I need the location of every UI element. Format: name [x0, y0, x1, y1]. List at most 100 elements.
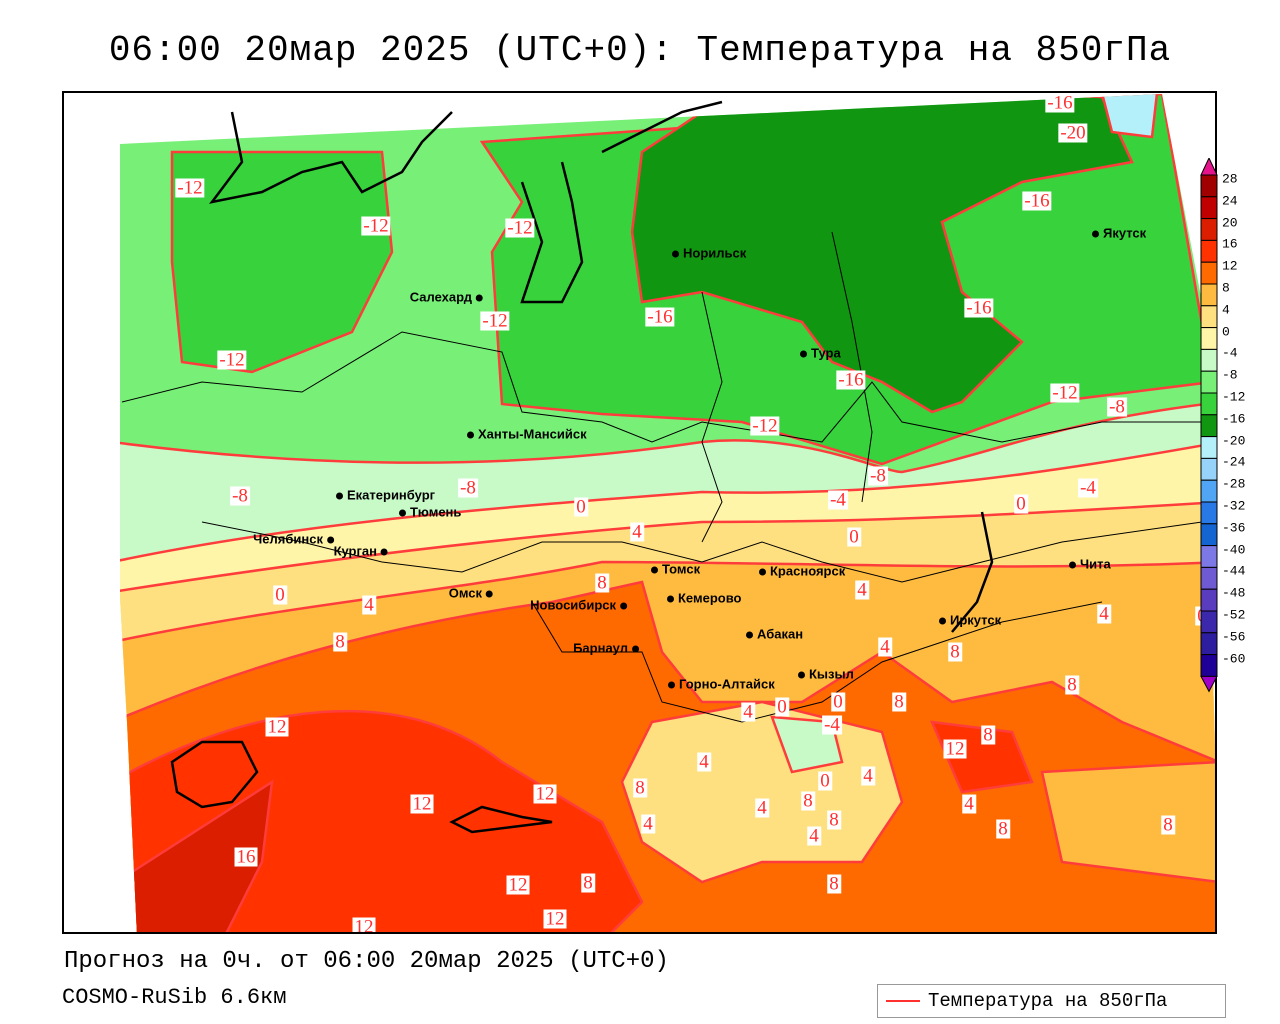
- contour-label: 12: [352, 917, 376, 932]
- colorbar-segment: [1200, 610, 1218, 634]
- contour-label: -8: [1107, 396, 1127, 418]
- city-name: Барнаул: [573, 640, 628, 656]
- contour-label: 0: [775, 696, 789, 718]
- band-minus16-minus12-west: [170, 150, 394, 374]
- city-name: Чита: [1080, 556, 1111, 572]
- city-dot-icon: [399, 509, 406, 517]
- city-marker: Тура: [800, 346, 841, 361]
- lake-baikal: [951, 511, 994, 633]
- city-name: Норильск: [683, 245, 747, 261]
- city-name: Челябинск: [253, 531, 323, 547]
- city-name: Тюмень: [410, 504, 462, 520]
- map-title: 06:00 20мар 2025 (UTC+0): Температура на…: [108, 30, 1172, 71]
- city-dot-icon: [467, 431, 474, 439]
- city-dot-icon: [620, 602, 627, 610]
- colorbar-segment: [1200, 370, 1218, 394]
- contour-label: -12: [480, 310, 510, 332]
- city-name: Красноярск: [770, 563, 846, 579]
- contour-label: 12: [506, 874, 530, 896]
- city-dot-icon: [672, 250, 679, 258]
- city-name: Новосибирск: [530, 597, 616, 613]
- colorbar-segment: [1200, 545, 1218, 568]
- colorbar-tick-label: 8: [1222, 280, 1230, 296]
- city-name: Якутск: [1103, 225, 1147, 241]
- city-dot-icon: [632, 645, 639, 653]
- contour-label: 4: [630, 521, 644, 543]
- forecast-info: Прогноз на 0ч. от 06:00 20мар 2025 (UTC+…: [64, 948, 669, 975]
- city-marker: Челябинск: [253, 532, 338, 547]
- contour-label: 4: [962, 793, 976, 815]
- city-dot-icon: [327, 536, 334, 544]
- city-name: Курган: [333, 543, 377, 559]
- coastlines: [170, 100, 994, 834]
- contour-label: 8: [827, 809, 841, 831]
- contour-label: 4: [807, 825, 821, 847]
- contour-label: 12: [533, 783, 557, 805]
- colorbar-tick-label: -16: [1222, 411, 1246, 427]
- colorbar-segment: [1200, 479, 1218, 503]
- contour-label: 4: [755, 797, 769, 819]
- city-dot-icon: [381, 548, 388, 556]
- legend-box: Температура на 850гПа: [877, 984, 1226, 1018]
- city-marker: Тюмень: [399, 505, 461, 520]
- contour-label: 8: [981, 724, 995, 746]
- contour-label: -16: [1022, 190, 1052, 212]
- contour-label: -12: [175, 177, 205, 199]
- contour-label: 0: [574, 496, 588, 518]
- contour-label: 8: [333, 631, 347, 653]
- contour-label: 12: [410, 793, 434, 815]
- city-marker: Екатеринбург: [336, 488, 435, 503]
- contour-label: -12: [505, 217, 535, 239]
- contour-label: -16: [645, 306, 675, 328]
- colorbar-segment: [1200, 523, 1218, 547]
- city-dot-icon: [939, 617, 946, 625]
- city-name: Салехард: [409, 289, 472, 305]
- contour-label: -4: [1078, 477, 1098, 499]
- temperature-map[interactable]: -16 -20 -16 -12 -12 -12 -12 -16 -16 -16 -12 -12 -8 -1…: [62, 91, 1217, 934]
- city-marker: Салехард: [410, 290, 487, 305]
- band-0-4-southeast: [620, 700, 904, 884]
- contour-label: 8: [595, 572, 609, 594]
- colorbar-segment: [1200, 392, 1218, 416]
- city-marker: Якутск: [1092, 226, 1146, 241]
- city-name: Иркутск: [950, 612, 1002, 628]
- temperature-field: [120, 94, 1215, 932]
- city-dot-icon: [800, 350, 807, 358]
- city-dot-icon: [336, 492, 343, 500]
- colorbar-under-triangle: [1200, 675, 1218, 693]
- colorbar-tick-label: 12: [1222, 258, 1238, 274]
- city-marker: Чита: [1069, 557, 1111, 572]
- contour-label: 0: [831, 691, 845, 713]
- contour-label: -4: [828, 489, 848, 511]
- contour-label: 8: [948, 641, 962, 663]
- city-dot-icon: [668, 681, 675, 689]
- contour-label: -12: [1050, 382, 1080, 404]
- contour-label: 4: [855, 579, 869, 601]
- contour-label: 4: [1097, 603, 1111, 625]
- contour-label: -16: [964, 297, 994, 319]
- contour-label: -16: [1045, 92, 1075, 114]
- colorbar-segment: [1200, 457, 1218, 481]
- contour-label: -16: [836, 369, 866, 391]
- colorbar-segment: [1200, 632, 1218, 656]
- colorbar-segment: [1200, 588, 1218, 612]
- city-marker: Иркутск: [939, 613, 1001, 628]
- contour-label: 8: [1065, 674, 1079, 696]
- contour-label: 8: [996, 818, 1010, 840]
- contour-label: -12: [361, 215, 391, 237]
- contour-label: 4: [741, 701, 755, 723]
- city-name: Екатеринбург: [347, 487, 436, 503]
- city-dot-icon: [651, 566, 658, 574]
- colorbar-scale: [1200, 156, 1218, 693]
- contour-label: 4: [697, 751, 711, 773]
- city-marker: Кызыл: [798, 667, 854, 682]
- city-marker: Новосибирск: [530, 598, 631, 613]
- city-marker: Барнаул: [573, 641, 643, 656]
- contour-label: 8: [1161, 814, 1175, 836]
- contour-label: 8: [633, 777, 647, 799]
- colorbar-segment: [1200, 566, 1218, 590]
- colorbar-segment: [1200, 327, 1218, 350]
- contour-label: 0: [847, 526, 861, 548]
- contour-label: 4: [641, 813, 655, 835]
- city-name: Тура: [811, 345, 841, 361]
